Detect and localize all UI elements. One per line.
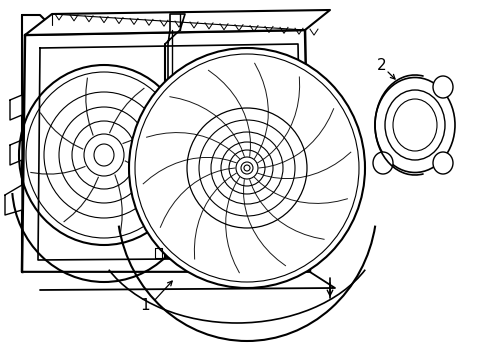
Polygon shape: [10, 95, 22, 120]
Polygon shape: [308, 240, 325, 252]
Polygon shape: [10, 140, 22, 165]
Text: 2: 2: [376, 58, 386, 72]
Polygon shape: [22, 30, 309, 272]
Ellipse shape: [129, 48, 364, 288]
Ellipse shape: [432, 152, 452, 174]
Polygon shape: [22, 15, 305, 270]
Polygon shape: [308, 200, 327, 218]
Ellipse shape: [432, 76, 452, 98]
Text: 1: 1: [140, 297, 149, 312]
Ellipse shape: [374, 77, 454, 172]
Polygon shape: [5, 185, 22, 215]
Ellipse shape: [372, 152, 392, 174]
Polygon shape: [25, 10, 329, 35]
Polygon shape: [22, 272, 334, 290]
Polygon shape: [309, 155, 325, 170]
